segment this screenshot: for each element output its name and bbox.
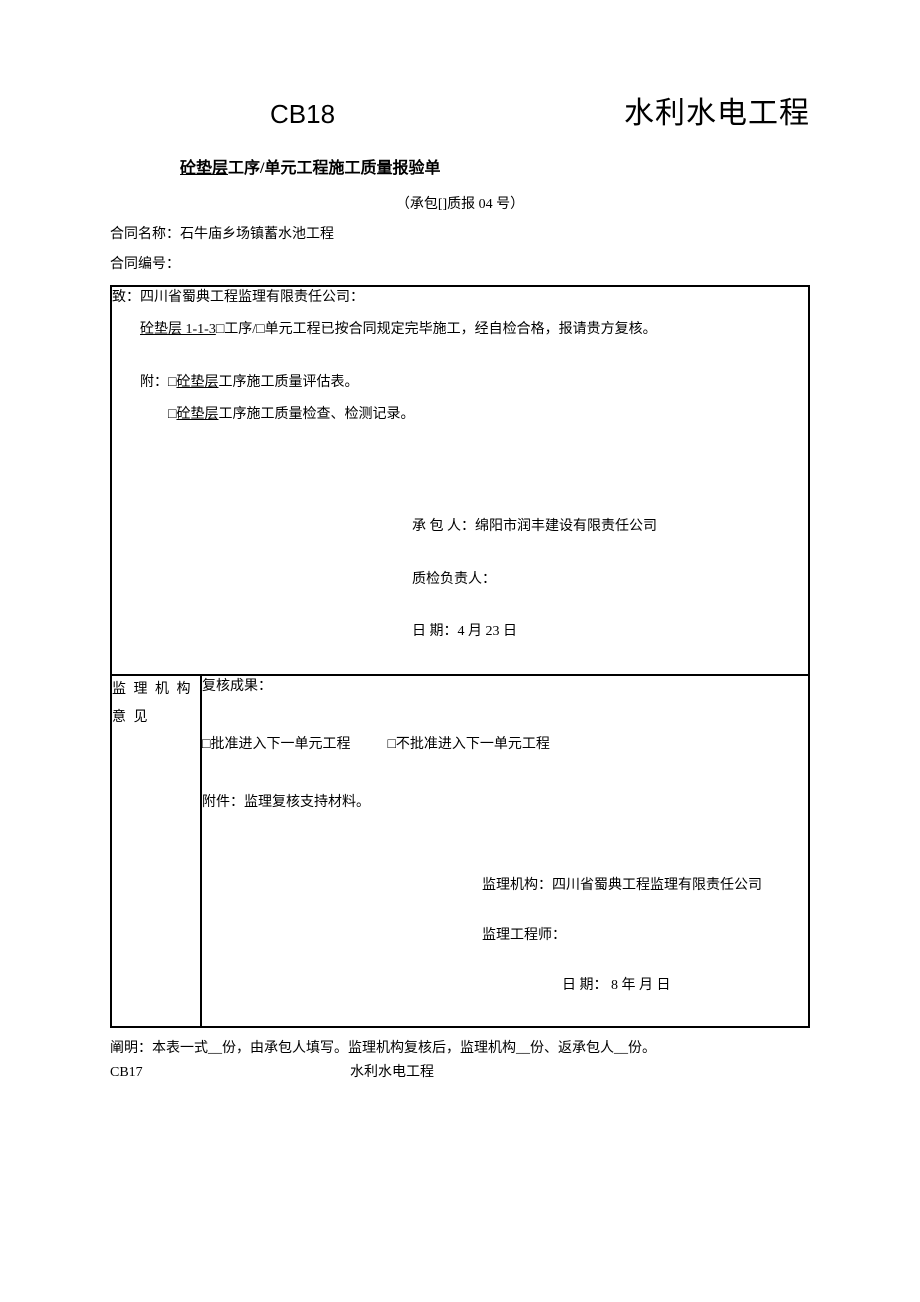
date-line: 日 期：4 月 23 日: [412, 621, 808, 643]
main-table: 致：四川省蜀典工程监理有限责任公司： 砼垫层 1-1-3□工序/□单元工程已按合…: [110, 285, 810, 1028]
footnote: 阐明：本表一式__份，由承包人填写。监理机构复核后，监理机构__份、返承包人__…: [110, 1038, 810, 1060]
contract-no-line: 合同编号：: [110, 254, 810, 276]
approve-option: □批准进入下一单元工程: [202, 737, 350, 752]
subtitle-underlined: 砼垫层: [180, 160, 228, 177]
org-value: 四川省蜀典工程监理有限责任公司: [552, 878, 762, 893]
attach2-underlined: 砼垫层: [176, 407, 218, 422]
attachment-1: 附：□砼垫层工序施工质量评估表。: [112, 372, 808, 394]
footer-code: CB17: [110, 1062, 350, 1084]
footer-title: 水利水电工程: [350, 1065, 434, 1080]
org-line: 监理机构：四川省蜀典工程监理有限责任公司: [482, 875, 808, 897]
attachment-2: □砼垫层工序施工质量检查、检测记录。: [112, 404, 808, 426]
decl-rest: □工序/□单元工程已按合同规定完毕施工，经自检合格，报请贵方复核。: [216, 322, 657, 337]
review-date-label: 日 期：: [562, 978, 608, 993]
contract-name-line: 合同名称：石牛庙乡场镇蓄水池工程: [110, 224, 810, 246]
review-side-label: 监 理 机 构 意 见: [111, 675, 201, 1027]
subtitle: 砼垫层工序/单元工程施工质量报验单: [180, 156, 810, 182]
date-value: 4 月 23 日: [458, 624, 518, 639]
org-label: 监理机构：: [482, 878, 552, 893]
reject-option: □不批准进入下一单元工程: [387, 737, 549, 752]
review-date-line: 日 期： 8 年 月 日: [482, 975, 808, 997]
contractor-value: 绵阳市润丰建设有限责任公司: [475, 519, 657, 534]
contract-name-value: 石牛庙乡场镇蓄水池工程: [180, 227, 334, 242]
date-label: 日 期：: [412, 624, 458, 639]
qc-line: 质检负责人：: [412, 569, 808, 591]
contractor-signature-block: 承 包 人：绵阳市润丰建设有限责任公司 质检负责人： 日 期：4 月 23 日: [112, 516, 808, 643]
attach1-rest: 工序施工质量评估表。: [218, 375, 358, 390]
review-date-value: 8 年 月 日: [608, 978, 671, 993]
footer-row: CB17水利水电工程: [110, 1062, 810, 1084]
top-section: 致：四川省蜀典工程监理有限责任公司： 砼垫层 1-1-3□工序/□单元工程已按合…: [111, 286, 809, 675]
attach1-prefix: 附：□: [140, 375, 176, 390]
review-result-label: 复核成果：: [202, 676, 808, 698]
subtitle-rest: 工序/单元工程施工质量报验单: [228, 160, 440, 177]
declaration-line: 砼垫层 1-1-3□工序/□单元工程已按合同规定完毕施工，经自检合格，报请贵方复…: [112, 319, 808, 341]
attach2-rest: 工序施工质量检查、检测记录。: [218, 407, 414, 422]
contractor-line: 承 包 人：绵阳市润丰建设有限责任公司: [412, 516, 808, 538]
review-section: 复核成果： □批准进入下一单元工程 □不批准进入下一单元工程 附件：监理复核支持…: [201, 675, 809, 1027]
main-title: 水利水电工程: [624, 90, 810, 138]
contract-no-label: 合同编号：: [110, 257, 180, 272]
header-row: CB18 水利水电工程: [110, 90, 810, 138]
report-number: （承包[]质报 04 号）: [110, 194, 810, 216]
contractor-label: 承 包 人：: [412, 519, 475, 534]
supervisor-signature-block: 监理机构：四川省蜀典工程监理有限责任公司 监理工程师： 日 期： 8 年 月 日: [202, 875, 808, 998]
approval-options: □批准进入下一单元工程 □不批准进入下一单元工程: [202, 734, 808, 756]
form-code: CB18: [270, 94, 335, 136]
review-attachment: 附件：监理复核支持材料。: [202, 792, 808, 814]
engineer-line: 监理工程师：: [482, 925, 808, 947]
contract-name-label: 合同名称：: [110, 227, 180, 242]
attach1-underlined: 砼垫层: [176, 375, 218, 390]
addressee: 致：四川省蜀典工程监理有限责任公司：: [112, 287, 808, 309]
decl-underlined: 砼垫层 1-1-3: [140, 322, 216, 337]
